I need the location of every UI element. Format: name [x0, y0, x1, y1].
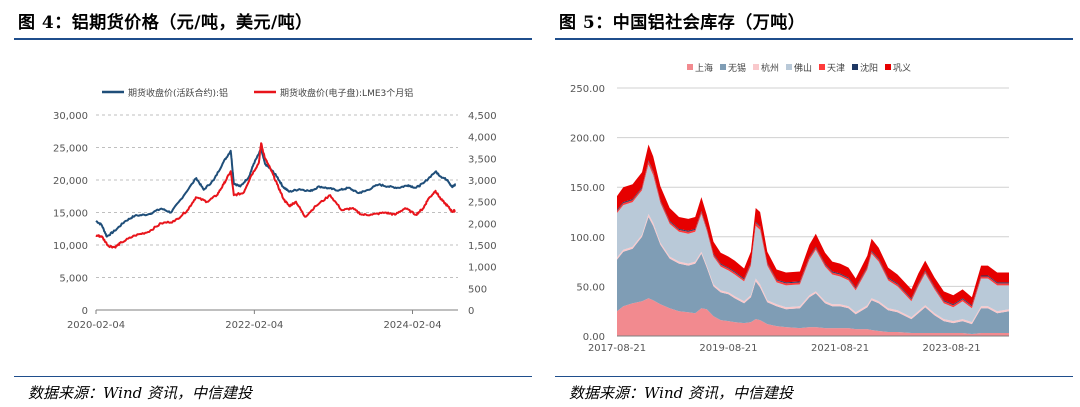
title-divider	[14, 38, 532, 40]
legend-swatch	[819, 64, 825, 70]
y-left-tick-label: 0	[82, 306, 88, 317]
aluminum-futures-price-chart: 0 5,000 10,000 15,000 20,000 25,000 30,000 0 500…	[53, 87, 497, 331]
y-left-tick-label: 15,000	[53, 209, 88, 220]
figure-4-source: 数据来源：Wind 资讯，中信建投	[28, 384, 252, 402]
y-left-tick-label: 10,000	[53, 241, 88, 252]
source-divider	[555, 376, 1073, 377]
y-right-tick-label: 3,500	[468, 154, 497, 165]
y-right-tick-label: 500	[468, 284, 487, 295]
x-tick-label: 2024-02-04	[383, 320, 441, 331]
y-tick-label: 100.00	[570, 233, 605, 244]
y-right-tick-label: 3,000	[468, 176, 497, 187]
figure-5-title: 图 5：中国铝社会库存（万吨）	[559, 13, 806, 33]
y-right-tick-label: 1,000	[468, 263, 497, 274]
legend-swatch	[720, 64, 726, 70]
y-right-tick-label: 2,500	[468, 198, 497, 209]
y-right-tick-label: 0	[468, 306, 474, 317]
legend-swatch	[687, 64, 693, 70]
legend-label: 期货收盘价(活跃合约):铝	[128, 87, 228, 99]
legend-swatch	[753, 64, 759, 70]
legend-swatch	[786, 64, 792, 70]
title-divider	[555, 38, 1073, 40]
area-无锡	[617, 217, 1009, 334]
y-right-tick-label: 1,500	[468, 241, 497, 252]
x-tick-label: 2017-08-21	[588, 343, 646, 354]
x-tick-label: 2020-02-04	[67, 320, 125, 331]
figure-4-panel: 图 4：铝期货价格（元/吨，美元/吨） 0 5,000 10,000 15,000 20…	[14, 0, 539, 407]
area-巩义	[617, 144, 1009, 306]
legend-swatch	[885, 64, 891, 70]
x-tick-label: 2021-08-21	[811, 343, 869, 354]
legend-swatch	[852, 64, 858, 70]
y-left-tick-label: 20,000	[53, 176, 88, 187]
aluminum-social-inventory-chart: 0.00 50.00 100.00 150.00 200.00 250.00 2017-08…	[570, 62, 1009, 354]
y-tick-label: 200.00	[570, 134, 605, 145]
legend-label: 天津	[827, 63, 845, 74]
y-left-tick-label: 25,000	[53, 144, 88, 155]
area-佛山	[617, 164, 1009, 323]
figure-5-panel: 图 5：中国铝社会库存（万吨） 0.00 50.00 100.00 150.00 200…	[555, 0, 1080, 407]
lme-aluminum-line	[95, 142, 457, 249]
x-tick-label: 2022-02-04	[225, 320, 283, 331]
legend-label: 巩义	[893, 63, 911, 74]
legend-label: 杭州	[761, 62, 779, 74]
legend-label: 上海	[695, 62, 713, 74]
legend-label: 沈阳	[860, 62, 878, 74]
y-right-tick-label: 2,000	[468, 219, 497, 230]
y-left-tick-label: 5,000	[59, 274, 88, 285]
legend-label: 期货收盘价(电子盘):LME3个月铝	[280, 87, 413, 99]
legend-label: 佛山	[794, 62, 812, 74]
x-tick-label: 2023-08-21	[923, 343, 981, 354]
y-right-tick-label: 4,000	[468, 133, 497, 144]
y-tick-label: 250.00	[570, 84, 605, 95]
y-tick-label: 50.00	[576, 282, 605, 293]
y-left-tick-label: 30,000	[53, 111, 88, 122]
y-tick-label: 0.00	[583, 332, 605, 343]
source-divider	[14, 376, 532, 377]
area-上海	[617, 298, 1009, 336]
figure-5-source: 数据来源：Wind 资讯，中信建投	[569, 384, 793, 402]
legend-label: 无锡	[728, 63, 746, 74]
shfe-aluminum-line	[95, 148, 457, 238]
y-tick-label: 150.00	[570, 183, 605, 194]
figure-4-title: 图 4：铝期货价格（元/吨，美元/吨）	[18, 13, 313, 33]
x-tick-label: 2019-08-21	[699, 343, 757, 354]
y-right-tick-label: 4,500	[468, 111, 497, 122]
